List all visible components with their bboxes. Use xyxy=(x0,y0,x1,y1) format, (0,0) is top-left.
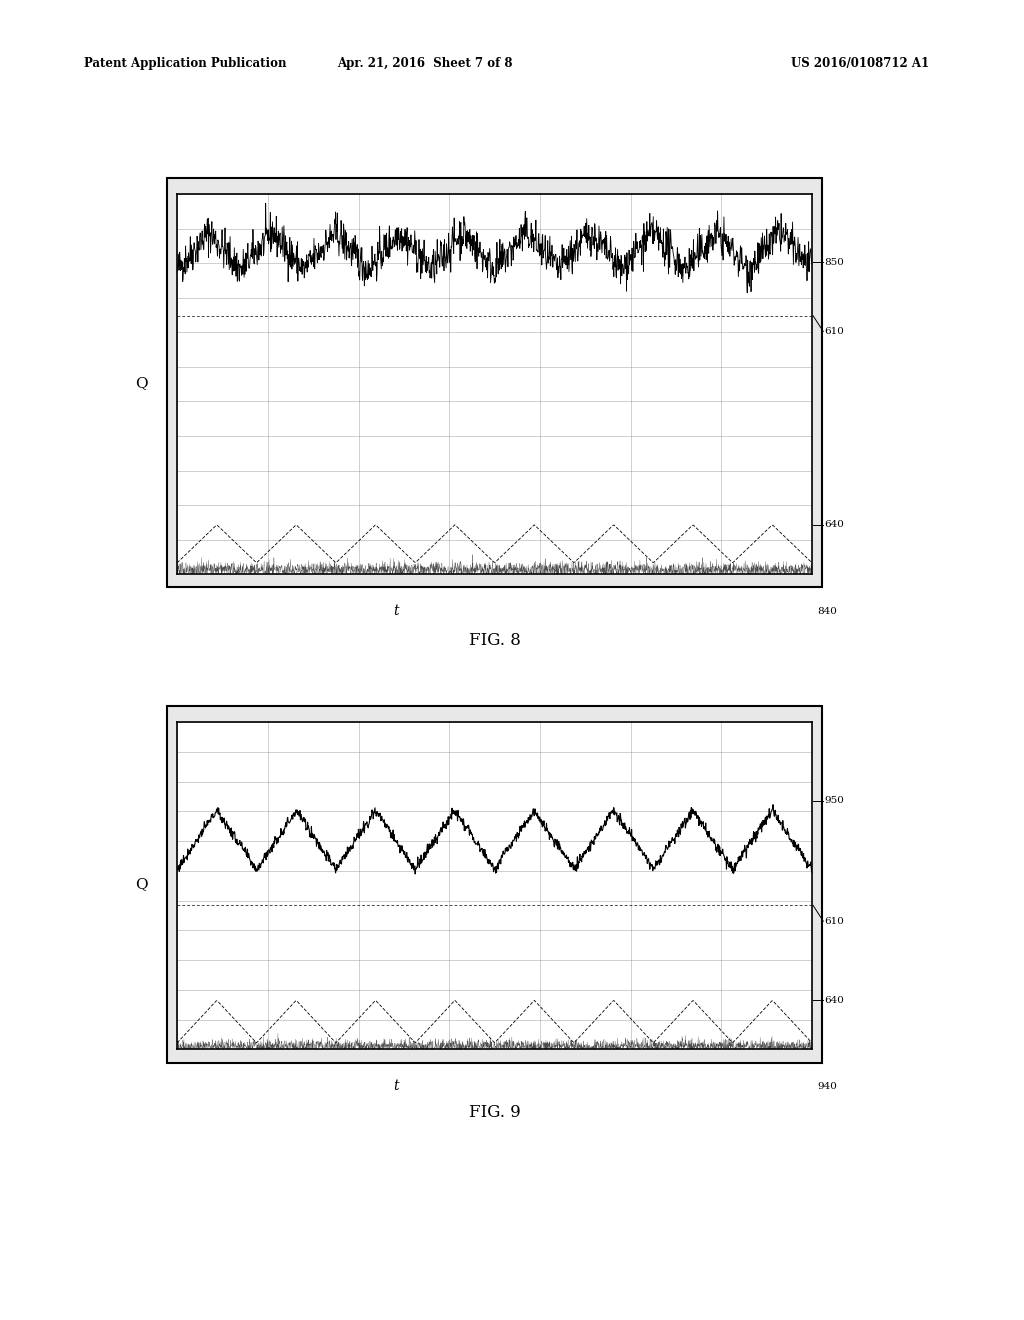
Text: US 2016/0108712 A1: US 2016/0108712 A1 xyxy=(792,57,929,70)
Text: 610: 610 xyxy=(824,327,844,337)
Text: FIG. 9: FIG. 9 xyxy=(469,1105,520,1121)
Text: Patent Application Publication: Patent Application Publication xyxy=(84,57,287,70)
Text: FIG. 8: FIG. 8 xyxy=(469,632,520,648)
Text: 640: 640 xyxy=(824,520,844,529)
Text: Q: Q xyxy=(135,376,147,389)
Text: 640: 640 xyxy=(824,995,844,1005)
Text: 610: 610 xyxy=(824,916,844,925)
Text: 840: 840 xyxy=(817,607,837,615)
Text: 940: 940 xyxy=(817,1082,837,1090)
Text: 850: 850 xyxy=(824,257,844,267)
Text: Apr. 21, 2016  Sheet 7 of 8: Apr. 21, 2016 Sheet 7 of 8 xyxy=(337,57,513,70)
Text: t: t xyxy=(393,605,399,618)
Text: t: t xyxy=(393,1080,399,1093)
Text: 950: 950 xyxy=(824,796,844,805)
Text: Q: Q xyxy=(135,878,147,891)
